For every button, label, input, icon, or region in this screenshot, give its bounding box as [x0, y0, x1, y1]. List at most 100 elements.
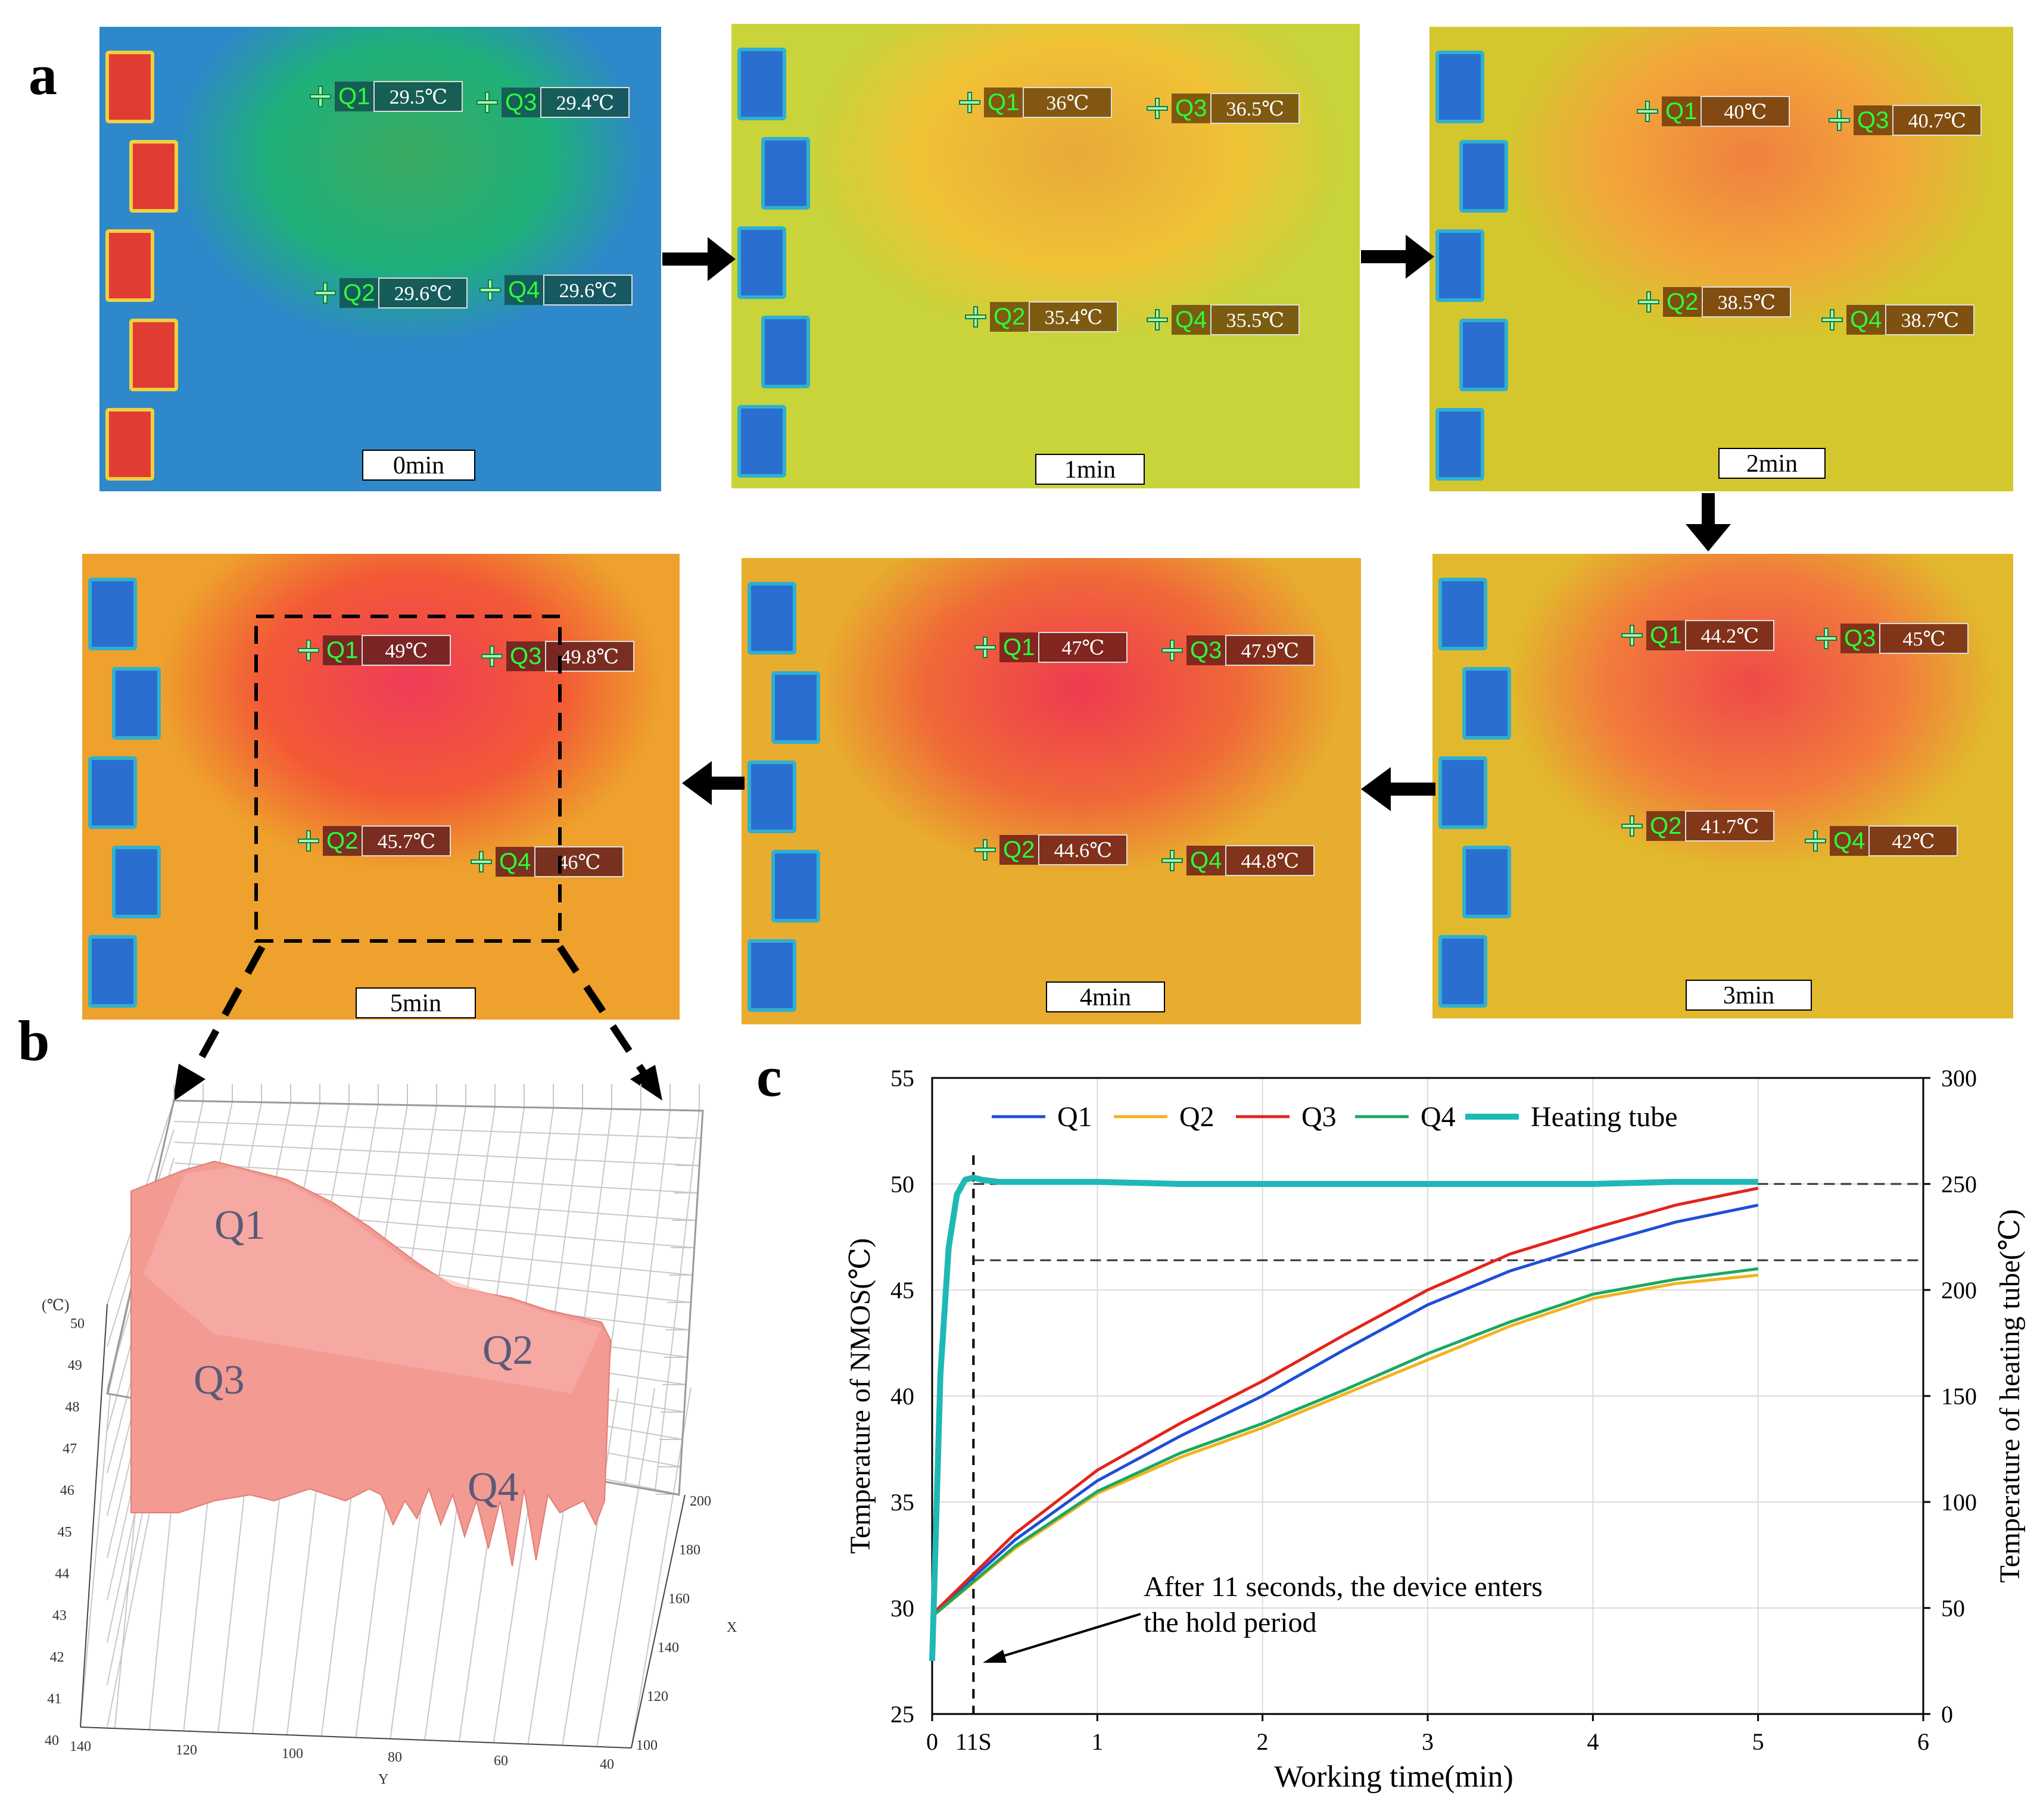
component-blob [88, 935, 137, 1008]
crosshair-icon [479, 279, 501, 301]
series-line-q1 [931, 1204, 1759, 1616]
probe-name: Q3 [1172, 94, 1211, 123]
crosshair-icon [1815, 628, 1837, 649]
x-tick-label: 0 [926, 1728, 938, 1755]
series-line-q4 [931, 1267, 1758, 1618]
reading-q2: Q2 41.7℃ [1621, 810, 1775, 842]
crosshair-icon [1161, 640, 1183, 661]
probe-temperature: 44.2℃ [1685, 620, 1775, 651]
panel-label-b: b [18, 1009, 50, 1073]
legend-label: Q4 [1421, 1101, 1456, 1133]
x-tick-label: 1 [1091, 1728, 1103, 1755]
surface-label-q1: Q1 [214, 1202, 266, 1248]
series-line-q2 [931, 1273, 1758, 1618]
time-caption: 0min [362, 450, 475, 481]
grid-line [174, 1142, 700, 1166]
component-blob [88, 578, 137, 650]
reading-q4: Q4 42℃ [1805, 825, 1958, 857]
probe-temperature: 29.6℃ [543, 275, 633, 306]
reading-q2: Q2 29.6℃ [314, 277, 468, 309]
y-tick-labels: 140 120 100 80 60 40 [70, 1739, 614, 1772]
probe-temperature: 42℃ [1868, 825, 1958, 856]
y-axis-title-left: Temperature of NMOS(℃) [845, 1238, 876, 1554]
surface-highlight [143, 1167, 602, 1394]
reading-q4: Q4 46℃ [471, 846, 624, 878]
reading-q3: Q3 45℃ [1815, 622, 1969, 655]
y-tick: 120 [176, 1743, 197, 1758]
annotation-arrow [983, 1613, 1141, 1663]
legend-label: Q1 [1057, 1101, 1092, 1133]
component-blob [1438, 756, 1487, 829]
crosshair-icon [965, 306, 986, 328]
probe-temperature: 36.5℃ [1210, 93, 1300, 124]
component-blob [112, 846, 161, 918]
probe-name: Q2 [1646, 811, 1686, 841]
component-blob [88, 756, 137, 829]
reading-q3: Q3 40.7℃ [1829, 104, 1982, 136]
y-tick-label-left: 35 [890, 1489, 914, 1516]
component-blob [748, 582, 796, 655]
floor-grid-line [631, 1387, 692, 1749]
y-tick: 100 [282, 1746, 303, 1762]
y-tick-label-right: 300 [1941, 1065, 1977, 1092]
component-blob [105, 229, 154, 302]
reading-q3: Q3 36.5℃ [1147, 92, 1300, 124]
surface-label-q4: Q4 [468, 1464, 519, 1510]
component-blob [1438, 578, 1487, 650]
probe-name: Q4 [1830, 826, 1869, 856]
probe-temperature: 46℃ [534, 846, 624, 877]
y-tick: 80 [388, 1750, 402, 1765]
probe-temperature: 35.5℃ [1210, 304, 1300, 335]
probe-name: Q1 [999, 632, 1039, 662]
time-caption: 1min [1035, 454, 1145, 485]
y-tick-label-left: 25 [890, 1701, 914, 1728]
probe-name: Q2 [1663, 287, 1702, 317]
z-tick: 48 [65, 1400, 79, 1415]
crosshair-icon [476, 92, 498, 113]
crosshair-icon [310, 86, 331, 107]
probe-temperature: 47℃ [1038, 632, 1128, 663]
probe-temperature: 45℃ [1879, 623, 1969, 654]
probe-temperature: 36℃ [1023, 87, 1113, 118]
probe-name: Q2 [323, 826, 362, 856]
x-tick-label: 3 [1422, 1728, 1434, 1755]
component-blob [1435, 229, 1484, 302]
component-blob [771, 850, 820, 923]
surface-3d-plot: (℃) 50 49 48 47 46 45 44 43 42 41 40 140 120 100 80 60… [42, 1084, 737, 1787]
component-blob [129, 140, 178, 213]
y-tick-label-right: 50 [1941, 1595, 1965, 1622]
crosshair-icon [974, 839, 996, 861]
component-blob [105, 51, 154, 123]
temperature-line-chart: 0 1 2 3 4 5 611S253035404550550501001502002503… [845, 1065, 2026, 1794]
legend-label: Q2 [1179, 1101, 1214, 1133]
z-axis-line [80, 1304, 108, 1728]
time-caption: 2min [1718, 448, 1826, 479]
annotation-line1: After 11 seconds, the device enters [1144, 1571, 1543, 1603]
crosshair-icon [1638, 291, 1659, 313]
component-blob [737, 48, 786, 120]
crosshair-icon [1621, 625, 1643, 646]
legend-label: Heating tube [1531, 1101, 1678, 1133]
back-wall [106, 1099, 704, 1496]
z-tick: 44 [55, 1566, 69, 1582]
reference-lines [972, 1155, 1923, 1714]
x-tick-label: 5 [1752, 1728, 1764, 1755]
arrow-left-2 [682, 761, 745, 805]
y-tick-label-right: 200 [1941, 1277, 1977, 1304]
probe-name: Q3 [1186, 635, 1226, 665]
x-tick: 100 [636, 1738, 658, 1753]
crosshair-icon [481, 646, 503, 667]
y-tick-label-right: 150 [1941, 1383, 1977, 1410]
x-axis-title: Working time(min) [1274, 1760, 1513, 1794]
y-axis-title-right: Temperature of heating tube(℃) [1994, 1209, 2026, 1582]
time-caption: 4min [1046, 981, 1165, 1012]
y-tick-label-right: 250 [1941, 1171, 1977, 1198]
y-tick-label-right: 100 [1941, 1489, 1977, 1516]
grid-line [174, 1121, 702, 1139]
probe-name: Q3 [506, 641, 546, 671]
reading-q2: Q2 44.6℃ [974, 834, 1128, 866]
reading-q2: Q2 35.4℃ [965, 301, 1119, 333]
legend-label: Q3 [1301, 1101, 1337, 1133]
probe-name: Q4 [1186, 846, 1226, 875]
y-tick: 40 [600, 1757, 614, 1772]
